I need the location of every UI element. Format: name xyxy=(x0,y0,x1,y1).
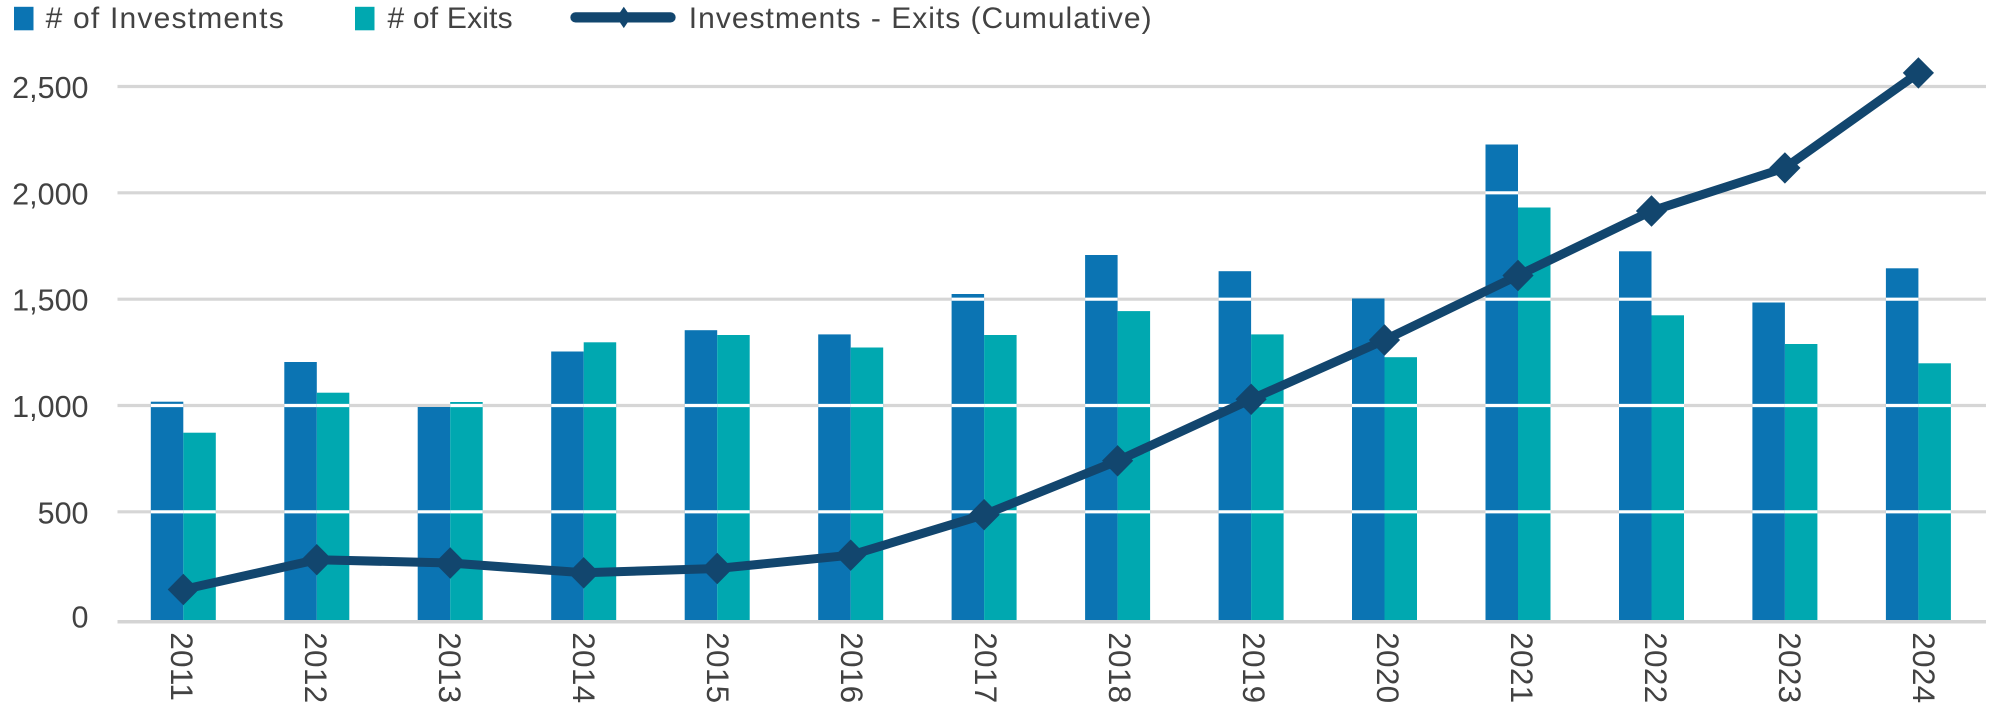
svg-text:# of Exits: # of Exits xyxy=(388,2,513,35)
svg-text:2,500: 2,500 xyxy=(12,71,88,105)
svg-text:2020: 2020 xyxy=(1370,632,1406,703)
svg-text:2018: 2018 xyxy=(1102,632,1138,703)
svg-text:2023: 2023 xyxy=(1772,632,1808,703)
svg-text:Investments - Exits (Cumulativ: Investments - Exits (Cumulative) xyxy=(689,2,1153,35)
svg-text:2021: 2021 xyxy=(1504,632,1540,703)
svg-text:2016: 2016 xyxy=(834,632,870,703)
svg-text:2011: 2011 xyxy=(164,632,200,701)
svg-text:2013: 2013 xyxy=(432,632,468,703)
svg-text:2022: 2022 xyxy=(1638,632,1674,703)
svg-text:2012: 2012 xyxy=(298,632,334,703)
svg-text:2014: 2014 xyxy=(566,632,602,703)
svg-text:1,500: 1,500 xyxy=(12,284,88,318)
svg-text:1,000: 1,000 xyxy=(12,390,88,424)
svg-text:500: 500 xyxy=(38,496,89,530)
svg-text:0: 0 xyxy=(72,601,89,635)
svg-text:2015: 2015 xyxy=(700,632,736,703)
svg-text:# of Investments: # of Investments xyxy=(46,2,285,35)
svg-text:2,000: 2,000 xyxy=(12,177,88,211)
svg-text:2024: 2024 xyxy=(1906,632,1942,703)
svg-text:2017: 2017 xyxy=(968,632,1004,703)
svg-text:2019: 2019 xyxy=(1236,632,1272,703)
